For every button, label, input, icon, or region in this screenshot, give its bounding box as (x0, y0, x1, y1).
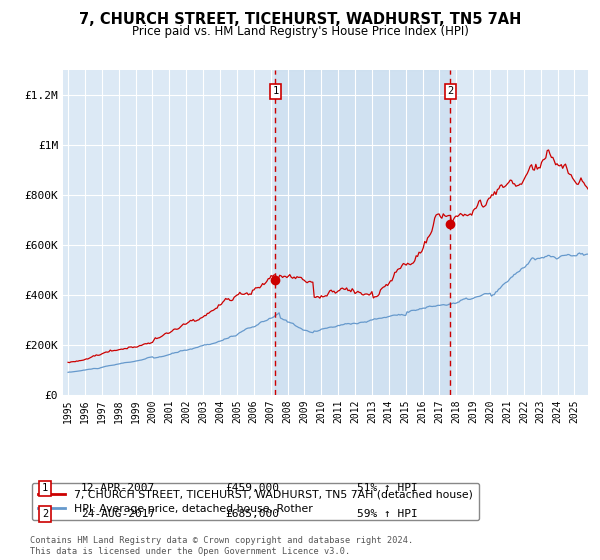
Text: 2: 2 (447, 86, 454, 96)
Text: 24-AUG-2017: 24-AUG-2017 (81, 509, 155, 519)
Text: £685,000: £685,000 (225, 509, 279, 519)
Text: Price paid vs. HM Land Registry's House Price Index (HPI): Price paid vs. HM Land Registry's House … (131, 25, 469, 38)
Text: 7, CHURCH STREET, TICEHURST, WADHURST, TN5 7AH: 7, CHURCH STREET, TICEHURST, WADHURST, T… (79, 12, 521, 27)
Legend: 7, CHURCH STREET, TICEHURST, WADHURST, TN5 7AH (detached house), HPI: Average pr: 7, CHURCH STREET, TICEHURST, WADHURST, T… (32, 483, 479, 520)
Text: 51% ↑ HPI: 51% ↑ HPI (357, 483, 418, 493)
Bar (275, 70, 451, 395)
Text: 1: 1 (272, 86, 278, 96)
Text: 59% ↑ HPI: 59% ↑ HPI (357, 509, 418, 519)
Text: Contains HM Land Registry data © Crown copyright and database right 2024.
This d: Contains HM Land Registry data © Crown c… (30, 536, 413, 556)
Text: 2: 2 (42, 509, 48, 519)
Text: £459,000: £459,000 (225, 483, 279, 493)
Text: 1: 1 (42, 483, 48, 493)
Text: 12-APR-2007: 12-APR-2007 (81, 483, 155, 493)
